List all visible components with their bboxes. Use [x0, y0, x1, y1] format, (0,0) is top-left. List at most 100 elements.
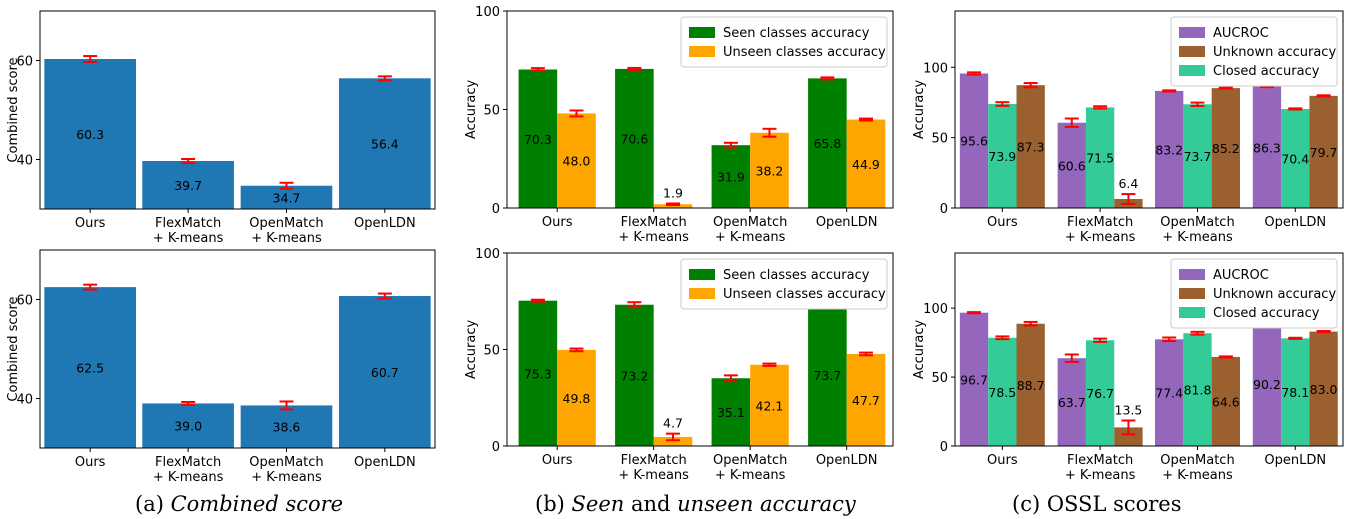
data-label: 48.0 [563, 154, 591, 169]
y-axis-label: Combined score [6, 57, 21, 162]
y-axis-label: Accuracy [912, 80, 927, 140]
data-label: 60.6 [1058, 158, 1086, 173]
x-tick-label: OpenMatch [249, 216, 323, 231]
bar [1155, 90, 1184, 208]
caption-b: (b) Seen and unseen accuracy [535, 492, 856, 516]
data-label: 73.2 [620, 368, 648, 383]
legend-label: Unseen classes accuracy [723, 45, 886, 60]
x-tick-label: Ours [75, 216, 106, 231]
caption-c: (c) OSSL scores [1012, 492, 1182, 516]
x-tick-label: + K-means [715, 230, 786, 245]
data-label: 63.7 [1058, 395, 1086, 410]
data-label: 42.1 [756, 398, 784, 413]
data-label: 96.7 [960, 372, 988, 387]
data-label: 35.1 [717, 405, 745, 420]
y-tick-label: 0 [940, 202, 948, 217]
legend-label: Seen classes accuracy [723, 268, 870, 283]
bar [1309, 95, 1338, 208]
y-tick-label: 40 [16, 154, 33, 169]
legend-label: Seen classes accuracy [723, 26, 870, 41]
bar [44, 59, 136, 209]
x-tick-label: + K-means [618, 230, 689, 245]
plot-frame [954, 252, 1344, 447]
bar [1016, 85, 1045, 208]
data-label: 73.7 [813, 368, 841, 383]
plot-frame [39, 249, 436, 449]
bar [615, 304, 654, 446]
y-tick-label: 50 [931, 371, 948, 386]
y-tick-label: 60 [16, 55, 33, 70]
data-label: 90.2 [1253, 377, 1281, 392]
legend-label: Closed accuracy [1213, 64, 1320, 79]
x-tick-label: OpenLDN [1264, 215, 1326, 230]
data-label: 1.9 [663, 185, 683, 200]
x-tick-label: FlexMatch [1067, 215, 1133, 230]
data-label: 39.0 [174, 419, 202, 434]
bar [518, 69, 558, 208]
bar [711, 145, 751, 208]
bar [615, 68, 654, 208]
bar [1085, 107, 1115, 208]
legend-label: AUCROC [1213, 26, 1269, 41]
x-tick-label: + K-means [251, 231, 322, 246]
legend-swatch [1179, 307, 1205, 318]
y-tick-label: 50 [483, 104, 500, 119]
chart-c-bottom: 0 50 100 Accuracy 96.778.5 88.7 Ours 63.776.713… [912, 252, 1344, 483]
bar [988, 337, 1017, 446]
data-label: 70.3 [524, 132, 552, 147]
chart-b-top: 0 50 100 Accuracy 70.3 48.0 Ours 70.6 1.9 FlexMat… [464, 5, 894, 245]
legend-box [680, 258, 888, 310]
y-tick-label: 0 [940, 440, 948, 455]
data-label: 13.5 [1115, 402, 1143, 417]
x-tick-label: + K-means [1065, 230, 1136, 245]
legend-swatch [689, 269, 715, 280]
x-tick-label: + K-means [1162, 230, 1233, 245]
y-tick-label: 100 [475, 247, 500, 262]
legend-box [1170, 258, 1338, 329]
data-label: 81.8 [1184, 383, 1212, 398]
data-label: 49.8 [563, 391, 591, 406]
y-tick-label: 60 [16, 294, 33, 309]
x-tick-label: OpenMatch [713, 453, 787, 468]
bar [653, 436, 693, 446]
data-label: 73.9 [988, 149, 1016, 164]
x-tick-label: Ours [542, 453, 573, 468]
bar [1211, 88, 1240, 208]
y-tick-label: 100 [923, 61, 948, 76]
data-label: 70.4 [1281, 151, 1309, 166]
y-tick-label: 100 [923, 302, 948, 317]
data-label: 87.3 [1017, 140, 1045, 155]
data-label: 56.4 [371, 137, 399, 152]
x-tick-label: + K-means [1162, 468, 1233, 483]
data-label: 60.3 [76, 127, 104, 142]
x-tick-label: OpenMatch [713, 215, 787, 230]
plot-frame [954, 10, 1344, 209]
data-label: 85.2 [1212, 141, 1240, 156]
plot-frame [506, 10, 894, 209]
x-tick-label: OpenLDN [816, 453, 878, 468]
bar [518, 300, 558, 446]
x-tick-label: + K-means [153, 231, 224, 246]
legend-box [1170, 16, 1338, 87]
legend-swatch [1179, 46, 1205, 57]
bar [846, 119, 886, 208]
y-axis-label: Accuracy [464, 80, 479, 140]
chart-b-bottom: 0 50 100 Accuracy 75.3 49.8 Ours 73.2 4.7 FlexMat… [464, 247, 894, 483]
bar [959, 312, 989, 446]
x-tick-label: + K-means [715, 468, 786, 483]
data-label: 76.7 [1086, 386, 1114, 401]
data-label: 83.2 [1155, 142, 1183, 157]
bar [1016, 323, 1045, 446]
y-axis-label: Combined score [6, 296, 21, 401]
chart-c-top: 0 50 100 Accuracy 95.673.987.3 Ours 60.671.5 6.… [912, 10, 1344, 245]
bar [1281, 338, 1310, 446]
x-tick-label: OpenMatch [1160, 453, 1234, 468]
legend-label: Closed accuracy [1213, 306, 1320, 321]
y-axis-label: Accuracy [464, 320, 479, 380]
legend-label: Unknown accuracy [1213, 287, 1336, 302]
plot-frame [506, 252, 894, 447]
legend-swatch [1179, 269, 1205, 280]
data-label: 71.5 [1086, 151, 1114, 166]
x-tick-label: Ours [542, 215, 573, 230]
